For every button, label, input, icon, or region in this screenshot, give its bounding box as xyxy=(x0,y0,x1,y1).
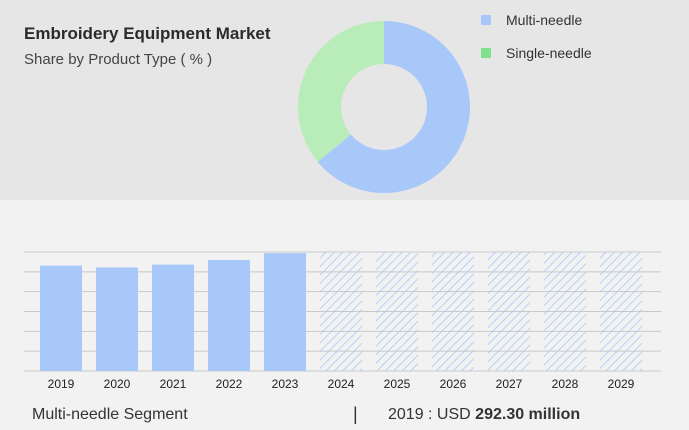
x-tick-label-2019: 2019 xyxy=(48,377,75,391)
forecast-bar-2024 xyxy=(320,252,362,371)
x-tick-label-2025: 2025 xyxy=(384,377,411,391)
chart-title: Embroidery Equipment Market xyxy=(24,24,271,43)
x-tick-label-2026: 2026 xyxy=(440,377,467,391)
bar-2023 xyxy=(264,253,306,371)
legend: Multi-needle Single-needle xyxy=(481,9,592,75)
legend-label-multi-needle: Multi-needle xyxy=(506,12,583,28)
footer-value-line: 2019 : USD 292.30 million xyxy=(388,406,580,424)
legend-swatch-single-needle xyxy=(481,48,491,58)
donut-chart xyxy=(298,21,470,194)
chart-subtitle: Share by Product Type ( % ) xyxy=(24,51,213,68)
donut-slice-single-needle xyxy=(298,21,384,162)
bar-2021 xyxy=(152,264,194,371)
legend-item-single-needle: Single-needle xyxy=(481,42,592,64)
x-tick-label-2020: 2020 xyxy=(104,377,131,391)
forecast-bar-2028 xyxy=(544,252,586,371)
donut-slice-multi-needle xyxy=(317,21,470,194)
bar-chart: 2019 2020 2021 2022 2023 2024 2025 2026 2027 2028… xyxy=(24,251,661,391)
footer-segment: Multi-needle Segment xyxy=(32,406,188,423)
footer-value: 292.30 million xyxy=(475,406,581,423)
bar-2019 xyxy=(40,265,82,371)
forecast-bar-2025 xyxy=(376,252,418,371)
legend-swatch-multi-needle xyxy=(481,15,491,25)
x-tick-label-2021: 2021 xyxy=(160,377,187,391)
x-tick-label-2029: 2029 xyxy=(608,377,635,391)
x-tick-label-2023: 2023 xyxy=(272,377,299,391)
footer-separator: | xyxy=(353,404,358,424)
forecast-bar-2027 xyxy=(488,252,530,371)
legend-item-multi-needle: Multi-needle xyxy=(481,9,592,31)
x-tick-label-2022: 2022 xyxy=(216,377,243,391)
bar-2020 xyxy=(96,267,138,371)
forecast-bar-2026 xyxy=(432,252,474,371)
bar-2022 xyxy=(208,259,250,371)
x-tick-label-2024: 2024 xyxy=(328,377,355,391)
footer-value-prefix: 2019 : USD xyxy=(388,406,471,423)
legend-label-single-needle: Single-needle xyxy=(506,45,592,61)
x-tick-label-2028: 2028 xyxy=(552,377,579,391)
x-tick-label-2027: 2027 xyxy=(496,377,523,391)
forecast-bar-2029 xyxy=(600,252,642,371)
